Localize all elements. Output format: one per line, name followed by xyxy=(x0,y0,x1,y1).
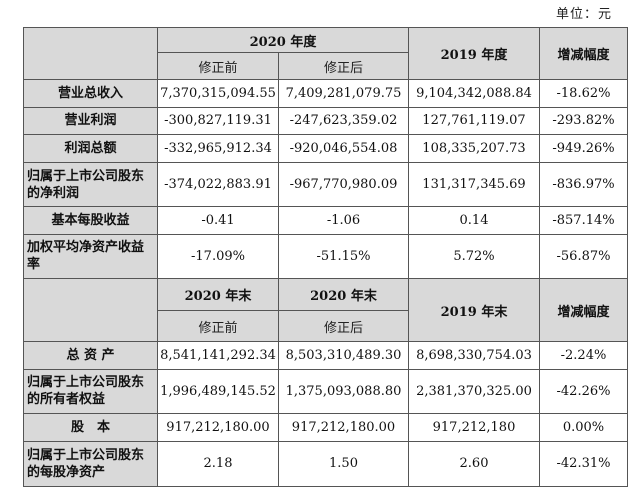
value-change: 0.00% xyxy=(539,412,628,442)
section2-change-header: 增减幅度 xyxy=(539,277,628,343)
value-change: -2.24% xyxy=(539,341,628,370)
section1-subheader-after: 修正后 xyxy=(278,52,409,80)
value-after: 1,375,093,088.80 xyxy=(278,368,409,414)
table-row: 归属于上市公司股东的所有者权益 1,996,489,145.52 1,375,0… xyxy=(23,368,628,414)
value-after: -247,623,359.02 xyxy=(278,106,409,136)
table-row: 股 本 917,212,180.00 917,212,180.00 917,21… xyxy=(23,412,628,442)
row-label: 基本每股收益 xyxy=(23,206,158,235)
value-after: -51.15% xyxy=(278,233,409,280)
value-before: -17.09% xyxy=(157,233,279,280)
value-after: 1.50 xyxy=(278,440,409,488)
value-change: -18.62% xyxy=(539,78,628,108)
value-before: 917,212,180.00 xyxy=(157,412,279,442)
table-row: 归属于上市公司股东的净利润 -374,022,883.91 -967,770,9… xyxy=(23,161,628,208)
section2-header-row: 2020 年末 2020 年末 2019 年末 增减幅度 xyxy=(23,277,628,343)
value-prior: 2.60 xyxy=(408,440,540,488)
value-prior: 5.72% xyxy=(408,233,540,280)
row-label: 加权平均净资产收益率 xyxy=(23,233,158,280)
unit-label: 单位：元 xyxy=(555,7,612,22)
value-before: 1,996,489,145.52 xyxy=(157,368,279,414)
row-label: 归属于上市公司股东的每股净资产 xyxy=(23,440,158,488)
value-change: -293.82% xyxy=(539,106,628,136)
table-row: 营业总收入 7,370,315,094.55 7,409,281,079.75 … xyxy=(23,78,628,108)
section2-period-header-before: 2020 年末 xyxy=(157,277,279,312)
value-change: -857.14% xyxy=(539,206,628,235)
section2-prior-header: 2019 年末 xyxy=(408,277,540,343)
value-before: -300,827,119.31 xyxy=(157,106,279,136)
row-label: 营业利润 xyxy=(23,106,158,136)
value-before: -332,965,912.34 xyxy=(157,134,279,163)
value-prior: 8,698,330,754.03 xyxy=(408,341,540,370)
value-prior: 9,104,342,088.84 xyxy=(408,78,540,108)
value-after: 7,409,281,079.75 xyxy=(278,78,409,108)
section1-change-header: 增减幅度 xyxy=(539,27,628,80)
section1-period-header: 2020 年度 xyxy=(157,26,409,54)
row-label: 营业总收入 xyxy=(23,78,158,108)
value-after: 917,212,180.00 xyxy=(278,412,409,442)
financial-summary-table: 2020 年度 2019 年度 增减幅度 修正前 修正后 营业总收入 7,370… xyxy=(23,26,628,488)
value-after: -967,770,980.09 xyxy=(278,161,409,208)
section2-corner-cell xyxy=(23,277,158,343)
section1-subheader-before: 修正前 xyxy=(157,52,279,80)
row-label: 利润总额 xyxy=(23,134,158,163)
table-row: 利润总额 -332,965,912.34 -920,046,554.08 108… xyxy=(23,134,628,163)
section1-header-row: 2020 年度 2019 年度 增减幅度 xyxy=(23,26,628,80)
value-prior: 127,761,119.07 xyxy=(408,106,540,136)
value-before: -374,022,883.91 xyxy=(157,161,279,208)
value-after: -1.06 xyxy=(278,206,409,235)
section2-subheader-row: 修正前 修正后 xyxy=(24,310,628,343)
section2-subheader-before: 修正前 xyxy=(157,310,279,343)
table-row: 归属于上市公司股东的每股净资产 2.18 1.50 2.60 -42.31% xyxy=(23,440,628,488)
value-prior: 917,212,180 xyxy=(408,412,540,442)
section2-period-header-after: 2020 年末 xyxy=(278,277,409,312)
section1-prior-header: 2019 年度 xyxy=(408,27,540,80)
value-prior: 131,317,345.69 xyxy=(408,161,540,208)
section1-corner-cell xyxy=(23,27,158,80)
section2-subheader-after: 修正后 xyxy=(278,310,409,343)
value-change: -56.87% xyxy=(539,233,628,280)
value-before: -0.41 xyxy=(157,206,279,235)
table-row: 加权平均净资产收益率 -17.09% -51.15% 5.72% -56.87% xyxy=(23,233,628,280)
row-label: 股 本 xyxy=(23,412,158,442)
value-change: -949.26% xyxy=(539,134,628,163)
value-before: 2.18 xyxy=(157,440,279,488)
value-before: 7,370,315,094.55 xyxy=(157,78,279,108)
value-change: -42.26% xyxy=(539,368,628,414)
value-change: -42.31% xyxy=(539,440,628,488)
table-row: 基本每股收益 -0.41 -1.06 0.14 -857.14% xyxy=(23,206,628,235)
value-before: 8,541,141,292.34 xyxy=(157,341,279,370)
section1-subheader-row: 修正前 修正后 xyxy=(24,52,628,80)
value-after: -920,046,554.08 xyxy=(278,134,409,163)
value-change: -836.97% xyxy=(539,161,628,208)
row-label: 总 资 产 xyxy=(23,341,158,370)
value-prior: 108,335,207.73 xyxy=(408,134,540,163)
table-row: 营业利润 -300,827,119.31 -247,623,359.02 127… xyxy=(23,106,628,136)
value-prior: 2,381,370,325.00 xyxy=(408,368,540,414)
value-prior: 0.14 xyxy=(408,206,540,235)
table-row: 总 资 产 8,541,141,292.34 8,503,310,489.30 … xyxy=(23,341,628,370)
row-label: 归属于上市公司股东的净利润 xyxy=(23,161,158,208)
row-label: 归属于上市公司股东的所有者权益 xyxy=(23,368,158,414)
value-after: 8,503,310,489.30 xyxy=(278,341,409,370)
